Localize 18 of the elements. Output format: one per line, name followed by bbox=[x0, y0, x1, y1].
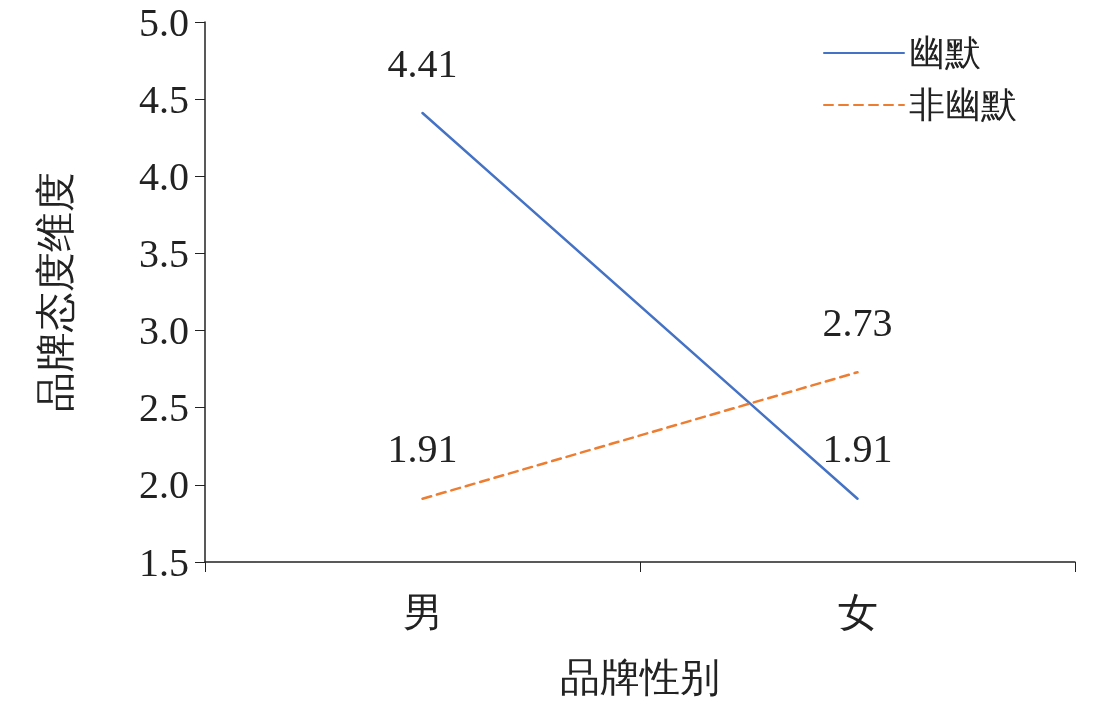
y-tick-label: 4.5 bbox=[139, 76, 189, 122]
data-label: 2.73 bbox=[822, 299, 893, 345]
y-tick-label: 1.5 bbox=[139, 539, 189, 585]
x-tick-label: 男 bbox=[402, 589, 443, 635]
y-axis-title: 品牌态度维度 bbox=[32, 172, 78, 412]
x-axis-title: 品牌性别 bbox=[560, 654, 720, 700]
y-tick-label: 3.5 bbox=[139, 230, 189, 276]
data-label: 4.41 bbox=[387, 40, 458, 86]
y-tick-label: 5.0 bbox=[139, 0, 189, 45]
data-label: 1.91 bbox=[387, 426, 458, 472]
y-tick-label: 2.0 bbox=[139, 462, 189, 508]
legend-label: 非幽默 bbox=[909, 85, 1017, 125]
y-tick-label: 3.0 bbox=[139, 308, 189, 354]
y-tick-label: 2.5 bbox=[139, 385, 189, 431]
x-tick-label: 女 bbox=[837, 589, 878, 635]
y-tick-label: 4.0 bbox=[139, 153, 189, 199]
data-label: 1.91 bbox=[822, 426, 893, 472]
legend-label: 幽默 bbox=[909, 33, 981, 73]
